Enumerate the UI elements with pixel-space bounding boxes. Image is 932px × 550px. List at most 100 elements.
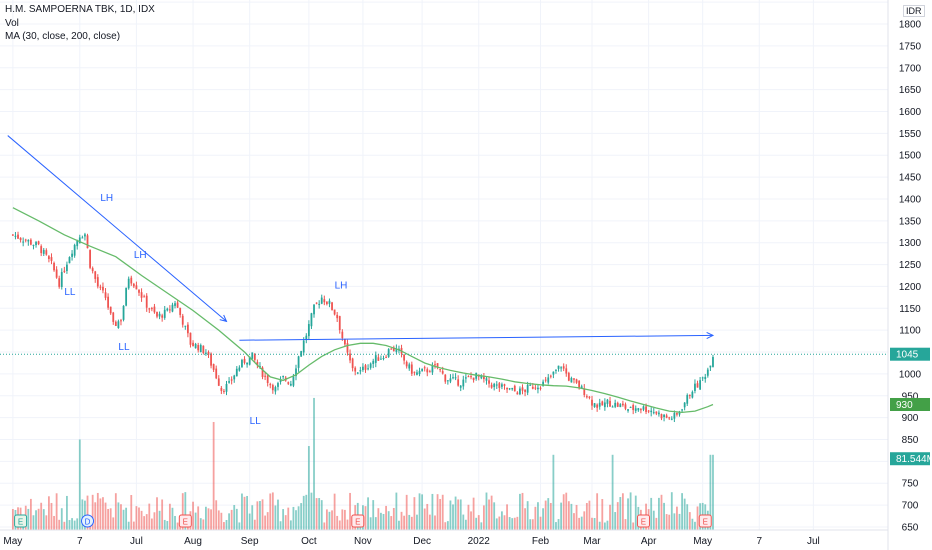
volume-bar (457, 499, 460, 530)
candle-body (27, 239, 30, 242)
candle-body (593, 403, 596, 407)
annotation-lh: LH (100, 193, 113, 204)
candle-body (380, 358, 382, 360)
annotation-lh: LH (335, 281, 348, 292)
y-tick-label: 750 (902, 479, 919, 490)
volume-bar (444, 522, 447, 530)
candle-body (601, 401, 604, 406)
candle-body (637, 408, 640, 411)
candle-body (150, 308, 153, 310)
candle-body (331, 302, 333, 310)
candle-body (274, 387, 277, 392)
candle-body (678, 412, 681, 415)
volume-bar (223, 522, 225, 530)
candle-body (318, 303, 321, 306)
candle-body (158, 313, 161, 317)
candle-body (526, 384, 529, 393)
volume-badge: 81.544M (896, 454, 932, 465)
volume-bar (143, 516, 146, 530)
volume-bar (259, 501, 261, 530)
volume-bar (573, 513, 575, 530)
volume-bar (210, 509, 212, 530)
earnings-marker-icon (178, 514, 192, 528)
volume-bar (490, 495, 493, 530)
volume-bar (681, 493, 683, 530)
candle-body (58, 278, 61, 287)
volume-bar (652, 510, 655, 530)
candle-body (567, 372, 570, 381)
candle-body (295, 368, 297, 377)
candle-body (627, 409, 629, 411)
candle-body (408, 364, 411, 369)
volume-bar (29, 498, 32, 530)
volume-bar (274, 505, 277, 530)
volume-bar (331, 510, 333, 530)
candle-body (439, 369, 442, 371)
candle-body (449, 378, 452, 382)
volume-bar (305, 494, 308, 530)
earnings-marker-icon (351, 514, 365, 528)
volume-bar (194, 512, 197, 530)
volume-bar (42, 509, 45, 530)
volume-bar (181, 493, 184, 530)
volume-bar (570, 503, 573, 530)
volume-bar (279, 521, 282, 530)
candle-body (243, 358, 246, 363)
volume-bar (421, 494, 424, 530)
candle-body (45, 250, 48, 255)
candle-body (207, 351, 210, 355)
event-marker-label: E (355, 518, 360, 527)
candle-body (405, 361, 408, 367)
volume-bar (256, 501, 259, 530)
candle-body (645, 406, 647, 412)
volume-bar (439, 498, 442, 530)
volume-bar (166, 521, 169, 530)
dividend-marker-icon (81, 514, 95, 528)
volume-bar (168, 503, 171, 530)
candle-body (524, 390, 526, 392)
volume-bar (212, 421, 215, 530)
candle-body (94, 271, 97, 279)
candle-body (127, 278, 130, 289)
candle-body (35, 241, 37, 246)
volume-bar (624, 519, 627, 530)
volume-bar (297, 506, 300, 530)
candle-body (14, 235, 17, 237)
volume-bar (390, 516, 393, 530)
volume-bar (392, 508, 395, 530)
candle-body (570, 377, 573, 383)
x-tick-label: Jul (130, 536, 143, 547)
candle-body (390, 348, 393, 350)
candle-body (349, 353, 351, 361)
volume-bar (555, 522, 557, 530)
volume-bar (629, 492, 632, 530)
candle-body (73, 244, 76, 256)
candle-body (253, 354, 256, 360)
x-tick-label: May (693, 536, 712, 547)
candle-body (511, 387, 514, 390)
volume-bar (122, 509, 125, 530)
candle-body (454, 377, 457, 379)
volume-bar (403, 515, 406, 530)
candle-body (452, 377, 454, 379)
currency-badge[interactable]: IDR (903, 5, 925, 17)
y-axis: 1800 1750 1700 1650 1600 1550 1500 1450 1400 1350… (887, 0, 922, 550)
volume-bar (372, 500, 375, 530)
volume-bar (220, 512, 223, 530)
volume-bar (665, 514, 668, 530)
candle-body (428, 371, 431, 373)
candle-body (501, 384, 503, 387)
volume-bar (94, 502, 97, 530)
volume-bar (676, 506, 678, 530)
volume-bar (60, 508, 63, 530)
volume-bar (621, 493, 624, 530)
volume-bar (609, 504, 611, 530)
volume-bar (264, 515, 267, 530)
candle-body (699, 380, 702, 390)
candle-body (603, 402, 606, 408)
volume-bar (248, 513, 251, 530)
volume-bar (686, 504, 689, 530)
candle-body (50, 257, 53, 261)
volume-bar (678, 513, 681, 530)
